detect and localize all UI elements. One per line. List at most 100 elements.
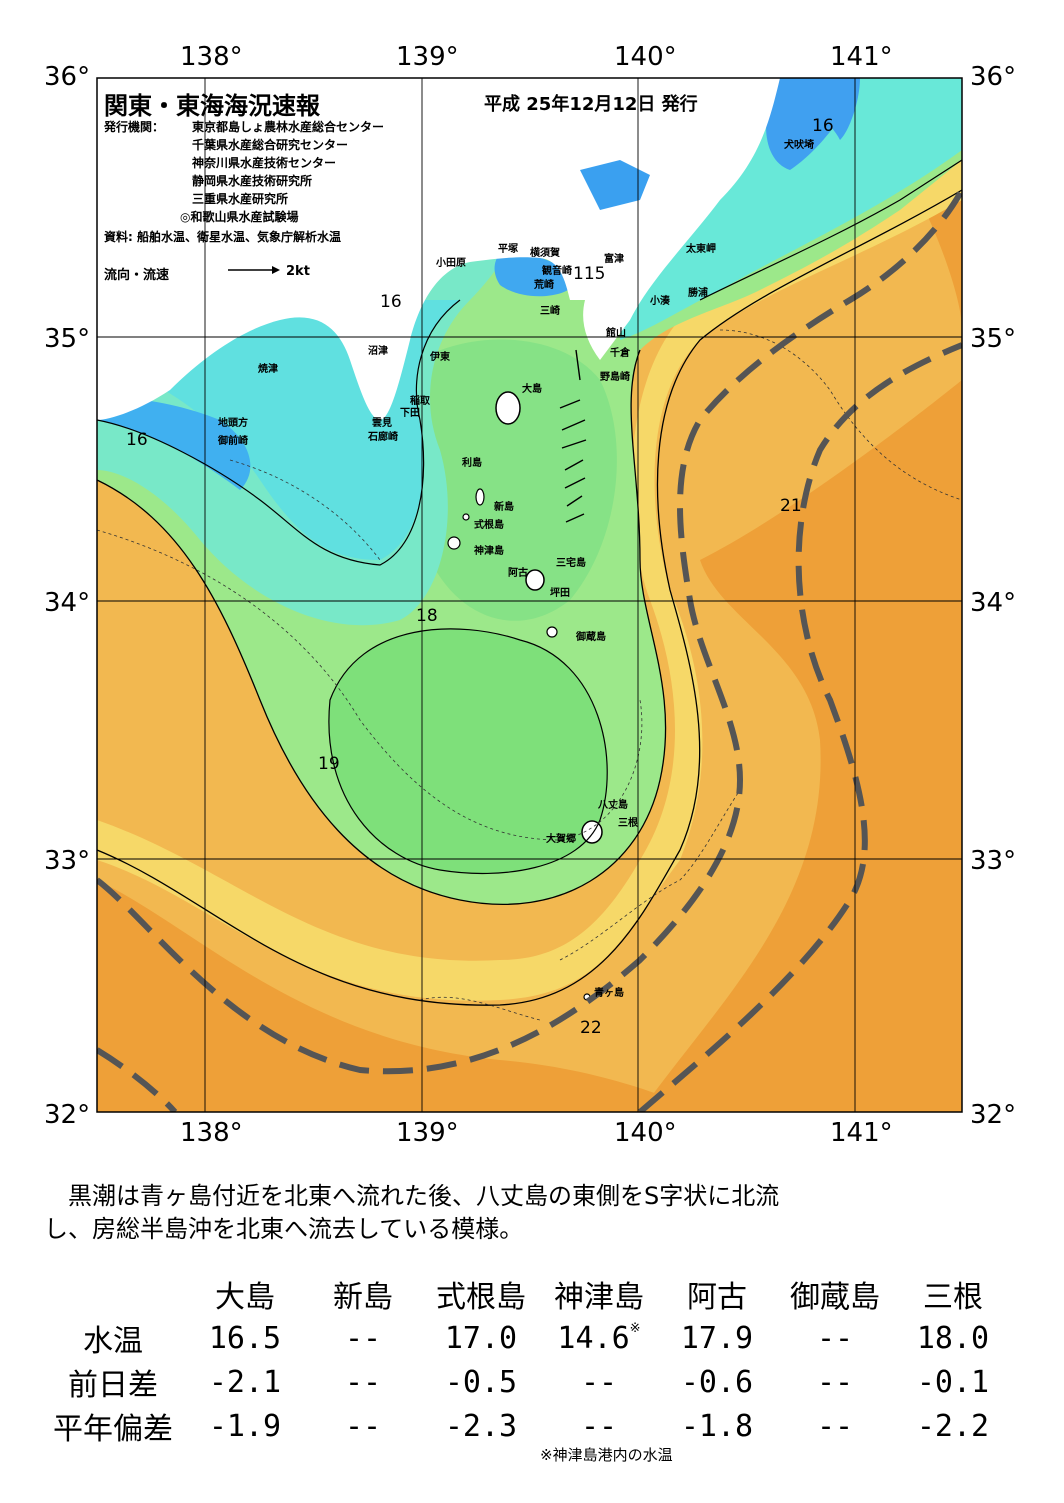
column-header: 式根島 [436, 1280, 526, 1315]
temp-label: 16 [380, 292, 402, 312]
summary-line-2: し、房総半島沖を北東へ流去している模様。 [44, 1215, 524, 1243]
map-canvas [96, 77, 963, 1113]
temp-label: 21 [780, 496, 802, 516]
place-label: 焼津 [258, 364, 278, 375]
table-cell: -2.1 [208, 1364, 282, 1400]
lat-tick-left-36: 36° [44, 62, 91, 92]
current-arrows [559, 349, 587, 523]
place-label: 阿古 [508, 568, 528, 579]
table-cell: -1.8 [680, 1408, 754, 1444]
lon-tick-bottom-139: 139° [396, 1118, 459, 1148]
table-row: 平年偏差 -1.9 -- -2.3 -- -1.8 -- -2.2 [40, 1404, 1012, 1448]
table-cell: -- [580, 1364, 618, 1400]
temp-label: 22 [580, 1018, 602, 1038]
table-footnote: ※神津島港内の水温 [540, 1446, 673, 1464]
place-label: 地頭方 [218, 418, 248, 429]
issuer-list: 東京都島しょ農林水産総合センター 千葉県水産総合研究センター 神奈川県水産技術セ… [180, 118, 385, 226]
place-label: 三根 [618, 818, 638, 829]
table-cell: -- [344, 1320, 382, 1356]
issuer-label: 発行機関： [104, 120, 165, 134]
cell-value: 14.6 [557, 1320, 630, 1356]
sea-surface-temperature-field [97, 78, 962, 1112]
place-label: 千倉 [610, 348, 630, 359]
table-cell: -0.6 [680, 1364, 754, 1400]
table-cell: -- [344, 1364, 382, 1400]
place-label: 小田原 [436, 258, 466, 269]
lat-tick-left-34: 34° [44, 588, 91, 618]
place-label: 式根島 [474, 520, 504, 531]
row-header: 前日差 [68, 1368, 158, 1403]
table-cell: -1.9 [208, 1408, 282, 1444]
table-row: 前日差 -2.1 -- -0.5 -- -0.6 -- -0.1 [40, 1360, 1012, 1404]
sea-temperature-map: 138° 139° 140° 141° 138° 139° 140° 141° … [44, 42, 1017, 1148]
table-corner [40, 1272, 186, 1316]
place-label: 大賀郷 [546, 834, 576, 845]
table-cell: 18.0 [916, 1320, 990, 1356]
issue-date: 平成 25年12月12日 発行 [484, 94, 698, 115]
temp-label: 16 [126, 430, 148, 450]
lat-tick-right-36: 36° [970, 62, 1017, 92]
place-label: 観音崎 [542, 266, 572, 277]
place-label: 利島 [462, 458, 482, 469]
lon-tick-bottom-140: 140° [614, 1118, 677, 1148]
place-label: 神津島 [474, 546, 504, 557]
map-border [96, 77, 963, 1113]
row-header: 水温 [83, 1324, 143, 1359]
place-label: 平塚 [498, 244, 518, 255]
place-label: 稲取 [410, 396, 430, 407]
place-label: 青ヶ島 [594, 988, 624, 999]
lon-tick-top-141: 141° [830, 42, 893, 72]
table-cell: -- [816, 1364, 854, 1400]
table-row: 水温 16.5 -- 17.0 14.6※ 17.9 -- 18.0 [40, 1316, 1012, 1360]
place-label: 三崎 [540, 306, 560, 317]
lat-tick-right-33: 33° [970, 846, 1017, 876]
place-label: 坪田 [550, 588, 570, 599]
lat-tick-left-35: 35° [44, 324, 91, 354]
table-cell: -- [816, 1320, 854, 1356]
lat-tick-right-35: 35° [970, 324, 1017, 354]
table-cell: -- [816, 1408, 854, 1444]
column-header: 神津島 [554, 1280, 644, 1315]
lat-tick-right-32: 32° [970, 1100, 1017, 1130]
place-label: 大島 [522, 384, 542, 395]
column-header: 三根 [923, 1280, 983, 1315]
place-label: 富津 [604, 254, 624, 265]
place-label: 太東岬 [686, 244, 716, 255]
map-title: 関東・東海海況速報 [104, 92, 320, 120]
place-label: 八丈島 [598, 800, 628, 811]
place-label: 荒崎 [534, 280, 554, 291]
temp-label: 19 [318, 754, 340, 774]
place-label: 御前崎 [218, 436, 248, 447]
column-header: 大島 [215, 1280, 275, 1315]
column-header: 御蔵島 [790, 1280, 880, 1315]
place-label: 犬吠埼 [784, 140, 814, 151]
issuer-item: 千葉県水産総合研究センター [192, 138, 349, 152]
table-cell: -0.1 [916, 1364, 990, 1400]
column-header: 阿古 [687, 1280, 747, 1315]
lon-tick-bottom-138: 138° [180, 1118, 243, 1148]
place-label: 御蔵島 [576, 632, 606, 643]
column-header: 新島 [333, 1280, 393, 1315]
table-cell: -- [580, 1408, 618, 1444]
place-label: 雲見 [372, 418, 392, 429]
place-label: 野島崎 [600, 372, 630, 383]
table-cell: 17.0 [444, 1320, 518, 1356]
temp-label: 18 [416, 606, 438, 626]
lat-tick-left-33: 33° [44, 846, 91, 876]
place-label: 勝浦 [688, 288, 708, 299]
issuer-item: ◎和歌山県水産試験場 [180, 210, 299, 224]
place-label: 石廊崎 [368, 432, 398, 443]
place-label: 小湊 [650, 296, 670, 307]
table-cell: -2.3 [444, 1408, 518, 1444]
summary-line-1: 黒潮は青ヶ島付近を北東へ流れた後、八丈島の東側をS字状に北流 [44, 1182, 780, 1210]
issuer-item: 神奈川県水産技術センター [192, 156, 337, 170]
table-cell: -0.5 [444, 1364, 518, 1400]
island-temperature-table: 大島 新島 式根島 神津島 阿古 御蔵島 三根 水温 16.5 -- 17.0 … [40, 1272, 1012, 1448]
issuer-item: 東京都島しょ農林水産総合センター [192, 120, 385, 134]
table-cell: 14.6※ [540, 1316, 658, 1360]
footnote-marker: ※ [629, 1320, 641, 1336]
table-cell: -2.2 [916, 1408, 990, 1444]
issuer-item: 静岡県水産技術研究所 [192, 174, 313, 188]
lon-tick-bottom-141: 141° [830, 1118, 893, 1148]
table-header-row: 大島 新島 式根島 神津島 阿古 御蔵島 三根 [40, 1272, 1012, 1316]
